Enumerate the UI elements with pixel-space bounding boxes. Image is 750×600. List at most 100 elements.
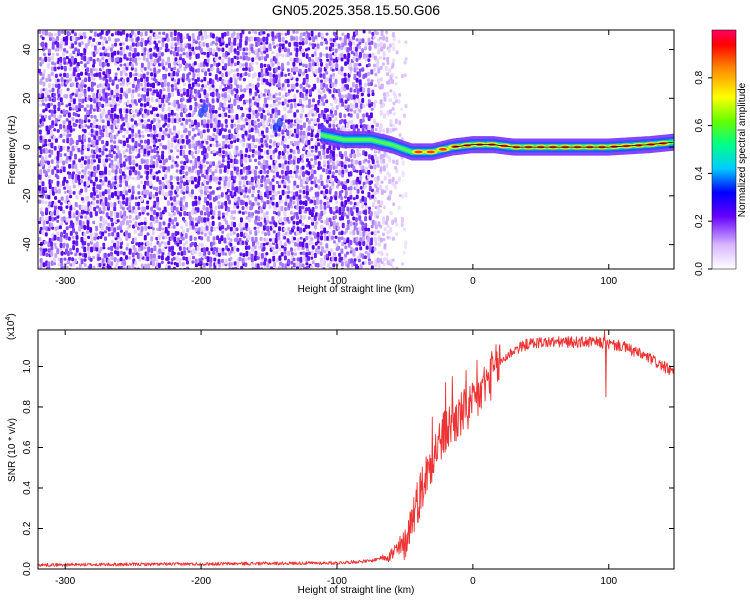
noise-cell (113, 119, 117, 126)
noise-cell (93, 97, 97, 104)
noise-cell (373, 230, 377, 236)
noise-cell (343, 237, 347, 243)
noise-cell (400, 217, 404, 223)
noise-cell (131, 93, 134, 99)
noise-cell (263, 176, 267, 182)
noise-cell (370, 81, 373, 87)
noise-cell (364, 151, 368, 157)
noise-cell (265, 78, 269, 85)
noise-cell (373, 176, 377, 182)
noise-cell (83, 181, 87, 187)
noise-cell (149, 30, 153, 34)
noise-cell (149, 123, 152, 130)
noise-cell (116, 67, 120, 71)
noise-cell (63, 72, 67, 78)
noise-cell (56, 214, 60, 219)
noise-cell (119, 108, 123, 114)
noise-cell (172, 251, 176, 255)
noise-cell (217, 119, 221, 125)
noise-cell (245, 107, 249, 111)
noise-cell (317, 161, 321, 167)
noise-cell (229, 238, 233, 242)
noise-cell (322, 73, 326, 79)
noise-cell (323, 155, 327, 160)
noise-cell (211, 33, 215, 39)
noise-cell (368, 154, 371, 160)
noise-cell (167, 102, 171, 106)
noise-cell (59, 47, 63, 51)
noise-cell (274, 112, 278, 119)
noise-cell (298, 41, 302, 46)
noise-cell (188, 112, 192, 118)
noise-cell (203, 76, 207, 82)
noise-cell (362, 103, 366, 109)
noise-cell (203, 179, 206, 184)
noise-cell (80, 119, 84, 125)
noise-cell (95, 189, 99, 194)
noise-cell (319, 67, 323, 73)
noise-cell (223, 237, 227, 244)
noise-cell (133, 209, 137, 215)
noise-cell (165, 43, 169, 49)
noise-cell (125, 129, 129, 134)
noise-cell (367, 37, 371, 43)
noise-cell (358, 152, 362, 157)
noise-cell (364, 222, 368, 228)
noise-cell (389, 227, 393, 233)
noise-cell (392, 127, 395, 132)
noise-cell (128, 224, 132, 228)
noise-cell (114, 76, 118, 81)
noise-cell (149, 83, 153, 88)
noise-cell (364, 216, 368, 222)
noise-cell (320, 190, 324, 195)
noise-cell (128, 256, 132, 260)
noise-cell (238, 210, 242, 214)
noise-cell (316, 200, 320, 205)
noise-cell (349, 190, 353, 196)
noise-cell (131, 252, 135, 258)
noise-cell (352, 82, 355, 88)
noise-cell (134, 236, 138, 243)
noise-cell (123, 107, 127, 114)
noise-cell (349, 231, 353, 235)
noise-cell (243, 88, 247, 93)
noise-cell (358, 68, 362, 73)
noise-cell (388, 156, 391, 161)
noise-cell (153, 269, 156, 273)
noise-cell (140, 226, 144, 232)
noise-cell (95, 154, 99, 159)
noise-cell (180, 134, 184, 139)
noise-cell (251, 246, 255, 253)
noise-cell (353, 202, 357, 206)
noise-cell (137, 242, 141, 248)
noise-cell (56, 155, 60, 161)
noise-cell (305, 185, 309, 191)
noise-cell (288, 42, 292, 48)
noise-cell (101, 66, 105, 70)
noise-cell (310, 250, 314, 256)
noise-cell (208, 164, 212, 168)
noise-cell (116, 194, 120, 200)
noise-cell (281, 53, 285, 58)
noise-cell (317, 151, 321, 157)
noise-cell (331, 48, 335, 52)
noise-cell (343, 40, 347, 46)
noise-cell (259, 122, 263, 127)
noise-cell (266, 170, 270, 174)
noise-cell (158, 248, 162, 254)
noise-cell (296, 221, 299, 226)
noise-cell (286, 165, 290, 171)
noise-cell (251, 202, 255, 207)
noise-cell (125, 215, 129, 219)
noise-cell (316, 132, 320, 138)
noise-cell (98, 135, 102, 140)
noise-cell (277, 133, 281, 137)
noise-cell (268, 204, 272, 209)
noise-cell (343, 53, 347, 59)
noise-cell (320, 41, 324, 46)
noise-cell (329, 149, 333, 154)
noise-cell (374, 128, 378, 132)
noise-cell (150, 155, 154, 160)
noise-cell (67, 112, 71, 118)
noise-cell (218, 153, 222, 157)
